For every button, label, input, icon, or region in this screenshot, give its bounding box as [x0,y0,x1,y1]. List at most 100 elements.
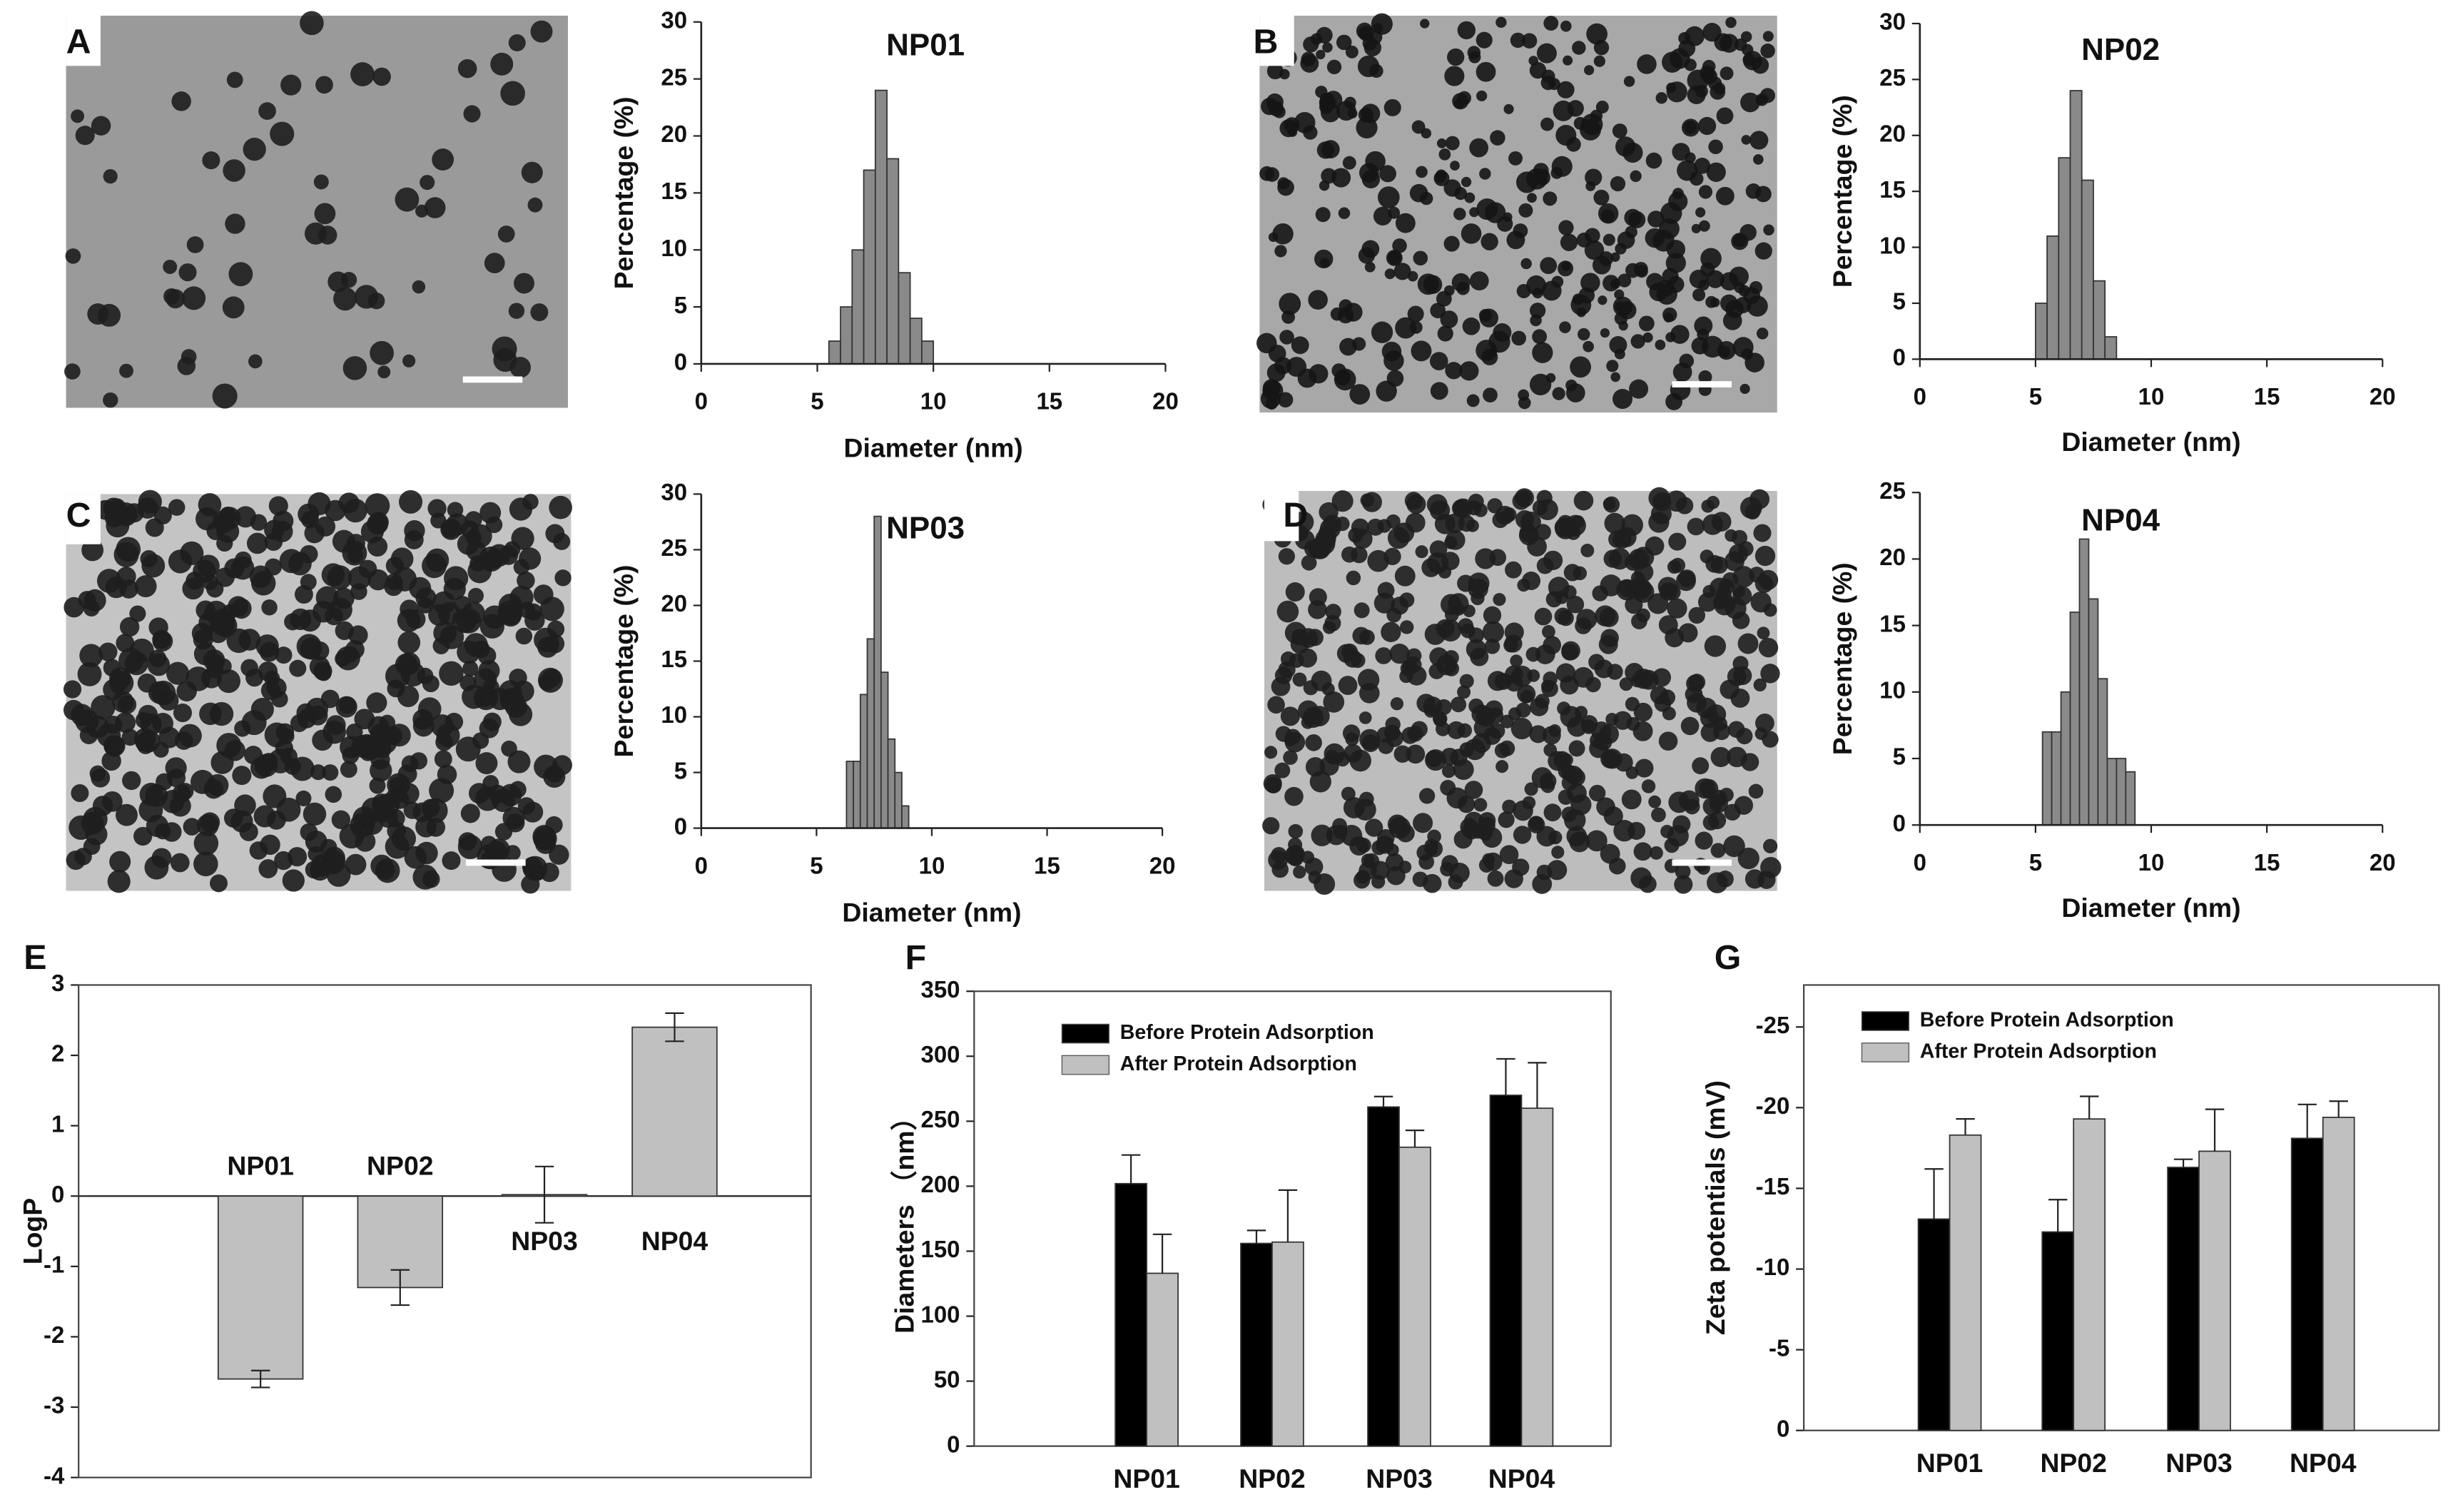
histogram-bar [2104,336,2118,360]
nanoparticle [1495,760,1509,773]
nanoparticle [1669,48,1690,69]
nanoparticle [1604,512,1625,534]
panel-label: E [24,938,46,977]
nanoparticle [1308,600,1327,619]
nanoparticle [234,720,251,737]
nanoparticle [1377,582,1395,599]
x-tick-label: 15 [1036,388,1062,415]
nanoparticle [1530,697,1549,716]
nanoparticle [176,681,197,701]
plot-frame [1803,984,2440,1431]
nanoparticle [422,798,448,823]
category-label: NP02 [1239,1463,1305,1493]
nanoparticle [335,651,351,667]
nanoparticle [1390,697,1404,711]
nanoparticle [1461,223,1482,244]
nanoparticle [1502,799,1517,814]
nanoparticle [1543,803,1562,822]
nanoparticle [1663,313,1674,323]
nanoparticle [1413,250,1428,266]
nanoparticle [1536,489,1553,506]
nanoparticle [183,818,201,836]
nanoparticle [1303,680,1319,696]
nanoparticle [1698,370,1712,385]
nanoparticle [397,652,421,675]
nanoparticle [171,91,191,111]
y-tick-label: 0 [674,813,687,839]
nanoparticle [1593,55,1605,67]
nanoparticle [509,702,533,726]
nanoparticle [1415,545,1428,559]
nanoparticle [1568,740,1585,757]
nanoparticle [288,552,312,576]
nanoparticle [1426,750,1443,767]
nanoparticle [1638,315,1655,332]
x-tick-label: 20 [2370,849,2396,876]
nanoparticle [300,637,323,660]
nanoparticle [515,627,533,645]
nanoparticle [1670,557,1686,573]
nanoparticle [195,600,215,620]
nanoparticle [424,197,446,218]
nanoparticle [1422,873,1442,893]
nanoparticle [1560,706,1582,728]
nanoparticle [172,784,191,803]
nanoparticle [260,834,280,856]
nanoparticle [1650,503,1672,524]
nanoparticle [173,703,193,723]
nanoparticle [320,689,340,709]
nanoparticle [195,507,219,531]
nanoparticle [1297,368,1317,388]
category-label: NP04 [641,1226,709,1256]
nanoparticle [1685,152,1696,163]
y-tick-label: 25 [661,64,687,90]
nanoparticle [1407,305,1424,323]
legend-label: Before Protein Adsorption [1920,1009,2174,1032]
histogram-bar [840,306,853,365]
nanoparticle [81,539,104,562]
nanoparticle [1712,723,1730,741]
nanoparticle [1445,362,1463,380]
nanoparticle [389,777,405,793]
nanoparticle [1609,335,1627,354]
nanoparticle [1698,220,1710,232]
nanoparticle [1279,330,1294,345]
nanoparticle [1660,824,1674,838]
nanoparticle [370,340,394,365]
nanoparticle [1576,308,1586,318]
nanoparticle [202,151,220,170]
nanoparticle [434,750,452,768]
nanoparticle [1543,191,1558,206]
nanoparticle [1468,627,1484,644]
nanoparticle [1411,340,1432,362]
nanoparticle [1441,552,1460,571]
nanoparticle [1740,31,1752,43]
nanoparticle [1487,870,1504,887]
x-axis-label: Diameter (nm) [2061,893,2240,923]
y-tick-label: 10 [661,701,687,728]
nanoparticle [367,513,389,535]
nanoparticle [1259,166,1274,181]
nanoparticle [259,641,280,662]
nanoparticle [1384,268,1396,280]
nanoparticle [457,59,477,78]
histogram-bar [2035,303,2048,360]
panel-label: C [66,496,91,534]
histogram-bar [2046,235,2060,360]
nanoparticle [485,516,503,534]
nanoparticle [1383,98,1401,116]
bar [1240,1242,1273,1447]
nanoparticle [1464,192,1476,203]
nanoparticle [1667,598,1687,619]
nanoparticle [524,603,542,621]
nanoparticle [290,756,315,781]
nanoparticle [1444,66,1465,86]
y-tick-label: 10 [1879,232,1906,258]
nanoparticle [1445,513,1465,534]
nanoparticle [115,803,138,826]
panel-label: D [1283,496,1308,534]
x-tick-label: 5 [2029,383,2042,410]
x-tick-label: 5 [810,852,823,878]
nanoparticle [1540,117,1554,131]
nanoparticle [232,766,252,786]
